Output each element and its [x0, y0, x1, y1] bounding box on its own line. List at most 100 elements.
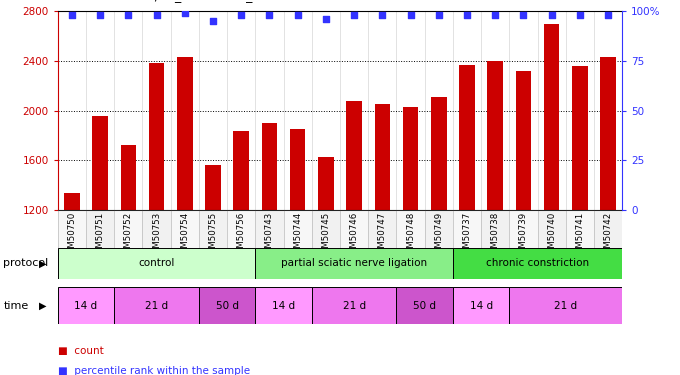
- Bar: [177, 57, 192, 359]
- Bar: [453, 287, 509, 324]
- Point: [349, 12, 360, 18]
- Text: GSM50750: GSM50750: [67, 211, 76, 259]
- Text: ▶: ▶: [39, 301, 47, 310]
- Text: 50 d: 50 d: [216, 301, 239, 310]
- Point: [180, 10, 190, 16]
- Point: [405, 12, 416, 18]
- Bar: [256, 248, 453, 279]
- Point: [264, 12, 275, 18]
- Bar: [572, 66, 588, 359]
- Bar: [171, 210, 199, 279]
- Text: GSM50738: GSM50738: [491, 211, 500, 259]
- Bar: [256, 287, 312, 324]
- Text: GSM50756: GSM50756: [237, 211, 245, 259]
- Bar: [453, 248, 622, 279]
- Point: [575, 12, 585, 18]
- Bar: [453, 210, 481, 279]
- Bar: [199, 287, 256, 324]
- Text: 21 d: 21 d: [145, 301, 168, 310]
- Bar: [515, 71, 531, 359]
- Bar: [149, 63, 165, 359]
- Bar: [114, 210, 143, 279]
- Bar: [600, 57, 616, 359]
- Text: GSM50751: GSM50751: [96, 211, 105, 259]
- Bar: [318, 157, 334, 359]
- Bar: [403, 107, 418, 359]
- Bar: [92, 116, 108, 359]
- Bar: [396, 287, 453, 324]
- Text: GSM50749: GSM50749: [435, 211, 443, 258]
- Bar: [227, 210, 256, 279]
- Point: [123, 12, 134, 18]
- Text: ■  count: ■ count: [58, 346, 103, 355]
- Point: [320, 16, 331, 22]
- Bar: [369, 210, 396, 279]
- Bar: [64, 193, 80, 359]
- Text: GSM50752: GSM50752: [124, 211, 133, 259]
- Bar: [340, 210, 369, 279]
- Point: [207, 18, 218, 24]
- Bar: [346, 101, 362, 359]
- Text: GSM50737: GSM50737: [462, 211, 471, 259]
- Bar: [86, 210, 114, 279]
- Text: GSM50745: GSM50745: [322, 211, 330, 259]
- Bar: [396, 210, 425, 279]
- Text: GSM50754: GSM50754: [180, 211, 189, 259]
- Point: [490, 12, 500, 18]
- Point: [67, 12, 78, 18]
- Text: partial sciatic nerve ligation: partial sciatic nerve ligation: [281, 258, 427, 268]
- Text: 14 d: 14 d: [74, 301, 98, 310]
- Bar: [58, 248, 256, 279]
- Bar: [233, 130, 249, 359]
- Bar: [566, 210, 594, 279]
- Bar: [425, 210, 453, 279]
- Point: [546, 12, 557, 18]
- Bar: [199, 210, 227, 279]
- Point: [462, 12, 473, 18]
- Bar: [290, 129, 305, 359]
- Bar: [431, 97, 447, 359]
- Bar: [509, 287, 622, 324]
- Point: [602, 12, 613, 18]
- Bar: [509, 210, 538, 279]
- Bar: [312, 210, 340, 279]
- Text: GSM50739: GSM50739: [519, 211, 528, 258]
- Bar: [481, 210, 509, 279]
- Point: [151, 12, 162, 18]
- Bar: [58, 287, 114, 324]
- Bar: [120, 146, 136, 359]
- Text: protocol: protocol: [3, 258, 49, 268]
- Text: ▶: ▶: [39, 258, 47, 268]
- Text: GSM50743: GSM50743: [265, 211, 274, 259]
- Text: GSM50741: GSM50741: [575, 211, 584, 259]
- Text: GSM50744: GSM50744: [293, 211, 302, 259]
- Bar: [488, 61, 503, 359]
- Text: 14 d: 14 d: [469, 301, 493, 310]
- Text: GSM50753: GSM50753: [152, 211, 161, 259]
- Point: [236, 12, 247, 18]
- Text: chronic constriction: chronic constriction: [486, 258, 589, 268]
- Bar: [538, 210, 566, 279]
- Text: control: control: [139, 258, 175, 268]
- Bar: [375, 104, 390, 359]
- Text: 50 d: 50 d: [413, 301, 436, 310]
- Bar: [311, 287, 396, 324]
- Text: 21 d: 21 d: [343, 301, 366, 310]
- Bar: [256, 210, 284, 279]
- Text: GSM50746: GSM50746: [350, 211, 358, 259]
- Text: GSM50755: GSM50755: [209, 211, 218, 259]
- Point: [292, 12, 303, 18]
- Bar: [262, 123, 277, 359]
- Text: 21 d: 21 d: [554, 301, 577, 310]
- Bar: [594, 210, 622, 279]
- Bar: [284, 210, 312, 279]
- Text: GSM50747: GSM50747: [378, 211, 387, 259]
- Point: [377, 12, 388, 18]
- Text: GSM50748: GSM50748: [406, 211, 415, 259]
- Bar: [459, 64, 475, 359]
- Bar: [58, 210, 86, 279]
- Bar: [544, 24, 560, 359]
- Bar: [205, 165, 221, 359]
- Point: [433, 12, 444, 18]
- Text: GSM50742: GSM50742: [604, 211, 613, 259]
